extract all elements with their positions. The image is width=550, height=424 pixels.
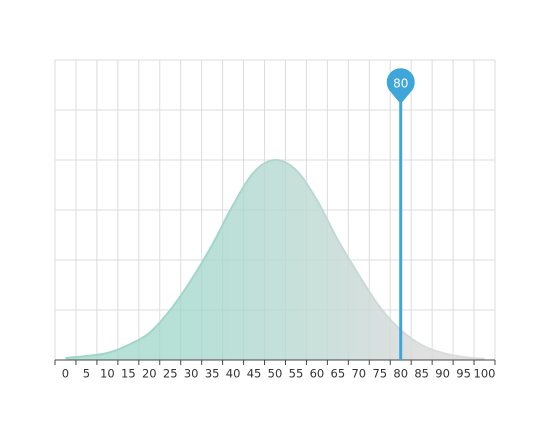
x-tick-label: 10	[100, 367, 115, 381]
x-tick-label: 60	[310, 367, 325, 381]
x-tick-label: 50	[268, 367, 283, 381]
x-tick-label: 35	[205, 367, 220, 381]
x-tick-label: 75	[372, 367, 387, 381]
x-tick-label: 55	[289, 367, 304, 381]
x-tick-label: 20	[142, 367, 157, 381]
area-line	[65, 158, 485, 360]
area	[65, 159, 485, 360]
x-tick-label: 80	[393, 367, 408, 381]
x-tick-label: 70	[351, 367, 366, 381]
x-tick-label: 0	[62, 367, 69, 381]
x-tick-label: 100	[474, 367, 496, 381]
x-tick-label: 30	[184, 367, 199, 381]
x-tick-label: 65	[331, 367, 346, 381]
x-tick-label: 15	[121, 367, 136, 381]
x-tick-label: 25	[163, 367, 178, 381]
x-tick-label: 5	[83, 367, 90, 381]
x-tick-label: 90	[435, 367, 450, 381]
x-tick-label: 45	[247, 367, 262, 381]
x-tick-label: 85	[414, 367, 429, 381]
marker-pin	[386, 68, 415, 104]
marker-label: 80	[393, 77, 408, 91]
x-tick-label: 40	[226, 367, 241, 381]
x-tick-label: 95	[456, 367, 471, 381]
